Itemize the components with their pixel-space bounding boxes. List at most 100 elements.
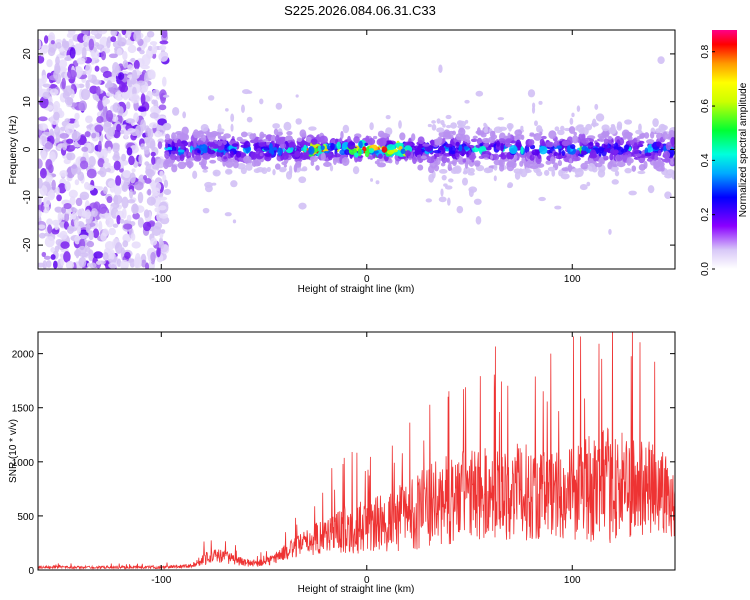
spectrogram-cell <box>176 132 185 142</box>
spectrogram-cell <box>122 233 132 243</box>
spectrogram-cell <box>520 146 524 155</box>
spectrogram-cell <box>43 255 51 260</box>
spectrogram-cell <box>159 240 165 250</box>
spectrogram-cell <box>624 119 633 125</box>
spectrogram-cell <box>557 159 563 167</box>
spectrogram-cell <box>483 122 487 127</box>
spectrogram-cell <box>473 160 481 166</box>
spectrogram-cell <box>171 164 178 173</box>
spectrogram-cell <box>364 142 368 147</box>
spectrogram-cell <box>279 167 287 172</box>
spectrogram-cell <box>352 166 360 175</box>
spectrogram-cell <box>38 123 48 131</box>
spectrogram-cell <box>342 124 350 134</box>
spectrogram-cell <box>377 162 386 168</box>
spectrogram-cell <box>246 90 253 94</box>
spectrogram-cell <box>601 124 610 132</box>
spectrogram-cell <box>309 155 318 162</box>
spectrogram-cell <box>595 142 600 147</box>
spectrogram-cell <box>56 194 62 202</box>
spectrogram-cell <box>299 129 307 138</box>
spectrogram-cell <box>369 122 374 131</box>
spectrogram-cell <box>66 32 74 39</box>
spectrogram-cell <box>126 147 133 156</box>
spectrogram-cell <box>147 128 154 139</box>
snr-xlabel: Height of straight line (km) <box>298 584 415 595</box>
spectrogram-cell <box>207 131 216 141</box>
spectrogram-cell <box>235 151 242 158</box>
spectrogram-cell <box>636 135 643 140</box>
spectrogram-cell <box>204 181 213 189</box>
spectrogram-cell <box>112 223 119 228</box>
spectrogram-cell <box>533 133 542 141</box>
spectrogram-cell <box>554 126 560 132</box>
spectrogram-cell <box>149 112 159 119</box>
spectrogram-cell <box>163 188 172 196</box>
spectrogram-cell <box>39 134 48 146</box>
spectrogram-cell <box>79 160 89 170</box>
spectrogram-cell <box>594 103 599 110</box>
spectrogram-cell <box>232 160 239 169</box>
spectrogram-cell <box>108 53 118 59</box>
spectrogram-cell <box>379 139 383 148</box>
spectrogram-cell <box>110 30 118 37</box>
spectrogram-cell <box>442 123 446 128</box>
spectrogram-cell <box>652 118 659 128</box>
spectrogram-cell <box>279 142 287 149</box>
spectrogram-cell <box>156 247 161 258</box>
spectrogram-cell <box>60 241 70 249</box>
spectrogram-cell <box>608 228 612 235</box>
spectrogram-cell <box>135 124 144 136</box>
spectrogram-cell <box>44 142 54 150</box>
spectrogram-cell <box>159 89 167 101</box>
spectrogram-cell <box>586 181 591 187</box>
spectrogram-cell <box>55 186 60 196</box>
spectrogram-cell <box>187 151 192 156</box>
colorbar-label: Normalized spectral amplitude <box>738 82 749 217</box>
spectrogram-cell <box>569 157 573 164</box>
spectrogram-cell <box>436 127 445 133</box>
spectrogram-cell <box>98 220 103 232</box>
spectrogram-cell <box>228 159 236 163</box>
spectrogram-cell <box>536 125 543 133</box>
spectrogram-ytick-label: 20 <box>22 48 33 60</box>
spectrogram-cell <box>500 143 505 152</box>
spectrogram-cell <box>461 177 468 186</box>
spectrogram-cell <box>112 194 123 205</box>
spectrogram-cell <box>445 124 452 129</box>
spectrogram-cell <box>68 189 78 199</box>
spectrogram-cell <box>290 147 294 151</box>
spectrogram-cell <box>77 171 85 181</box>
spectrogram-cell <box>644 152 652 157</box>
spectrogram-cell <box>89 262 97 269</box>
spectrogram-cell <box>74 235 81 245</box>
spectrogram-cell <box>76 57 86 65</box>
spectrogram-cell <box>294 158 303 163</box>
spectrogram-cell <box>47 224 53 234</box>
spectrogram-cell <box>334 153 341 158</box>
spectrogram-cell <box>202 152 211 160</box>
spectrogram-cell <box>150 237 158 246</box>
spectrogram-cell <box>102 251 109 261</box>
spectrogram-cell <box>141 54 151 66</box>
spectrogram-cell <box>59 230 68 240</box>
spectrogram-cell <box>597 133 606 139</box>
spectrogram-cell <box>88 155 96 168</box>
spectrogram-cell <box>509 145 518 155</box>
spectrogram-cell <box>224 168 233 175</box>
spectrogram-cell <box>66 152 72 161</box>
spectrogram-cell <box>62 142 68 151</box>
spectrogram-cell <box>327 151 333 161</box>
spectrogram-cell <box>529 132 535 136</box>
spectrogram-cell <box>464 151 470 155</box>
spectrogram-cell <box>232 219 237 224</box>
spectrogram-cell <box>538 145 548 155</box>
spectrogram-cell <box>46 59 53 68</box>
spectrogram-cell <box>570 144 576 150</box>
spectrogram-cell <box>151 156 156 165</box>
spectrogram-cell <box>272 123 281 129</box>
spectrogram-cell <box>122 181 129 190</box>
spectrogram-cell <box>164 133 170 141</box>
colorbar: 0.0 0.2 0.4 0.6 0.8 Normalized spectral ampl… <box>700 30 749 276</box>
